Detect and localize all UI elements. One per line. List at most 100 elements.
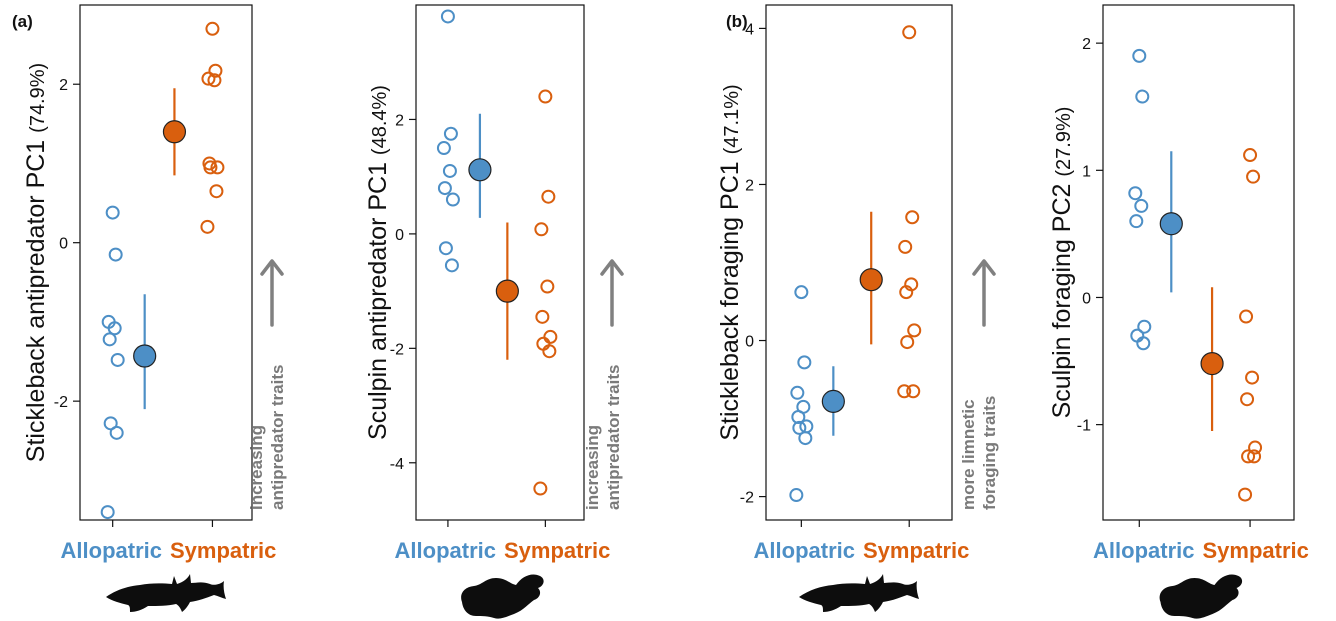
data-point <box>1134 198 1149 213</box>
direction-annotation: increasing antipredator traits <box>583 259 624 510</box>
category-label-allopatric: Allopatric <box>61 538 162 563</box>
annotation-text: more limnetic <box>959 399 978 510</box>
category-label-allopatric: Allopatric <box>395 538 496 563</box>
data-point <box>444 258 459 273</box>
data-point <box>900 335 915 350</box>
data-point <box>543 329 558 344</box>
y-tick-label: 2 <box>59 77 68 94</box>
panel-label-a: (a) <box>12 12 33 31</box>
y-tick-label: 1 <box>1082 163 1091 180</box>
stickleback-silhouette-icon <box>106 574 226 612</box>
annotation-text: increasing <box>583 425 602 510</box>
mean-point <box>162 120 187 144</box>
plot-frame <box>79 4 253 521</box>
y-tick-label: 0 <box>745 334 754 351</box>
data-point <box>205 21 220 36</box>
y-axis-label-main: Stickleback foraging PC1 <box>716 154 744 440</box>
y-tick-label: -2 <box>390 341 404 358</box>
data-point <box>540 279 555 294</box>
annotation-text: antipredator traits <box>604 365 623 510</box>
y-tick-label: 0 <box>59 236 68 253</box>
arrow-up-icon <box>260 259 284 276</box>
data-point <box>438 241 453 256</box>
mean-point <box>133 344 157 368</box>
data-point <box>898 239 913 254</box>
y-tick-label: 0 <box>395 227 404 244</box>
data-point <box>1132 48 1147 63</box>
mean-point <box>468 158 492 182</box>
y-tick-label: 0 <box>1082 290 1091 307</box>
series-allopatric <box>436 9 492 273</box>
series-sympatric <box>859 25 922 399</box>
data-point <box>443 126 458 141</box>
data-point <box>542 344 557 359</box>
data-point <box>1247 449 1262 464</box>
data-point <box>1136 336 1151 351</box>
mean-point <box>1200 351 1224 376</box>
data-point <box>437 181 452 196</box>
data-point <box>1245 370 1260 385</box>
y-tick-label: -2 <box>740 490 754 507</box>
chart-panel-4: -1 0 1 2 Sculpin foraging PC2 (27.9%) Allopat… <box>1048 4 1309 619</box>
y-axis-label-percent: (47.1%) <box>721 84 743 154</box>
arrow-up-icon <box>600 259 624 276</box>
data-point <box>445 192 460 207</box>
data-point <box>797 355 812 370</box>
data-point <box>442 163 457 178</box>
data-point <box>210 160 225 175</box>
data-point <box>1239 309 1254 324</box>
data-point <box>203 160 218 175</box>
y-tick-label: 4 <box>745 21 754 38</box>
chart-panel-3: -2 0 2 4 Stickleback foraging PC1 (47.1%) All… <box>716 4 999 612</box>
category-label-sympatric: Sympatric <box>170 538 276 563</box>
data-point <box>899 285 914 300</box>
y-tick-label: 2 <box>745 177 754 194</box>
series-sympatric <box>1200 148 1263 502</box>
data-point <box>906 384 921 399</box>
stickleback-silhouette-icon <box>799 574 919 612</box>
sculpin-silhouette-icon <box>1159 574 1243 619</box>
data-point <box>1129 214 1144 229</box>
data-point <box>790 385 805 400</box>
data-point <box>105 205 120 220</box>
data-point <box>794 285 809 300</box>
y-axis-label-percent: (48.4%) <box>369 85 391 155</box>
series-sympatric <box>162 21 225 234</box>
data-point <box>100 505 115 520</box>
y-tick-label: 2 <box>1082 36 1091 53</box>
data-point <box>533 481 548 496</box>
y-axis-label-percent: (74.9%) <box>27 63 49 133</box>
y-axis-label-main: Sculpin foraging PC2 <box>1048 177 1076 419</box>
y-tick-label: -1 <box>1077 418 1091 435</box>
y-tick-label: -2 <box>54 394 68 411</box>
data-point <box>541 189 556 204</box>
data-point <box>1238 487 1253 502</box>
data-point <box>436 141 451 156</box>
data-point <box>110 352 125 367</box>
mean-point <box>859 268 883 292</box>
annotation-text: antipredator traits <box>268 365 287 510</box>
y-axis-label: Sculpin antipredator PC1 (48.4%) <box>364 85 392 440</box>
direction-annotation: increasing antipredator traits <box>247 259 287 510</box>
data-point <box>207 73 222 88</box>
data-point <box>209 184 224 199</box>
data-point <box>798 431 813 446</box>
data-point <box>789 488 804 503</box>
data-point <box>1240 392 1255 407</box>
data-point <box>538 89 553 104</box>
category-label-allopatric: Allopatric <box>754 538 855 563</box>
category-label-allopatric: Allopatric <box>1093 538 1194 563</box>
data-point <box>200 219 215 234</box>
data-point <box>902 25 917 40</box>
category-label-sympatric: Sympatric <box>504 538 610 563</box>
data-point <box>201 71 216 86</box>
y-axis-label-main: Sculpin antipredator PC1 <box>364 155 392 440</box>
plots: -2 0 2 Stickleback antipredator PC1 (74.9%)… <box>22 4 1309 619</box>
data-point <box>1137 319 1152 334</box>
series-allopatric <box>789 285 845 503</box>
y-axis-label: Stickleback foraging PC1 (47.1%) <box>716 84 744 440</box>
data-point <box>208 63 223 78</box>
mean-point <box>1159 212 1183 236</box>
